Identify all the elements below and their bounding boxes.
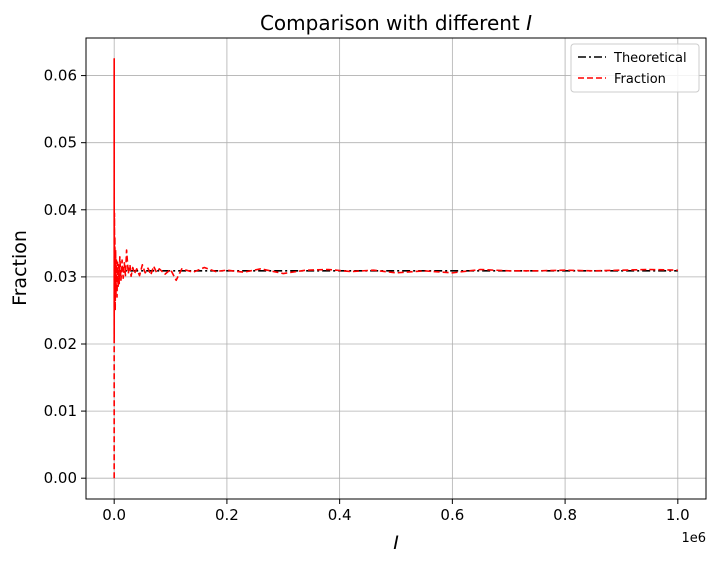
legend-box	[570, 43, 700, 93]
x-axis-label: I	[393, 532, 399, 554]
y-tick-label: 0.06	[44, 67, 77, 85]
x-tick-label: 0.4	[328, 506, 352, 524]
x-offset-label: 1e6	[681, 531, 706, 546]
x-tick-label: 0.8	[553, 506, 577, 524]
y-tick-label: 0.01	[44, 402, 77, 420]
grid-lines	[86, 38, 706, 499]
y-axis-label: Fraction	[9, 230, 31, 306]
y-tick-label: 0.05	[44, 134, 77, 152]
y-tick-label: 0.04	[44, 201, 77, 219]
x-tick-label: 0.0	[102, 506, 126, 524]
legend-label-theoretical: Theoretical	[613, 51, 687, 66]
series-layer	[113, 57, 678, 479]
y-tick-label: 0.00	[44, 469, 77, 487]
x-tick-label: 0.6	[440, 506, 464, 524]
legend: Theoretical Fraction	[570, 43, 700, 93]
x-axis: 0.0 0.2 0.4 0.6 0.8 1.0	[102, 499, 690, 524]
y-axis: 0.00 0.01 0.02 0.03 0.04 0.05 0.06	[44, 67, 86, 487]
y-tick-label: 0.03	[44, 268, 77, 286]
y-tick-label: 0.02	[44, 335, 77, 353]
plot-frame	[85, 37, 707, 500]
chart-title: Comparison with different I	[260, 11, 532, 35]
series-line-fraction	[113, 57, 678, 479]
x-tick-label: 0.2	[215, 506, 239, 524]
x-tick-label: 1.0	[666, 506, 690, 524]
legend-label-fraction: Fraction	[614, 72, 666, 87]
